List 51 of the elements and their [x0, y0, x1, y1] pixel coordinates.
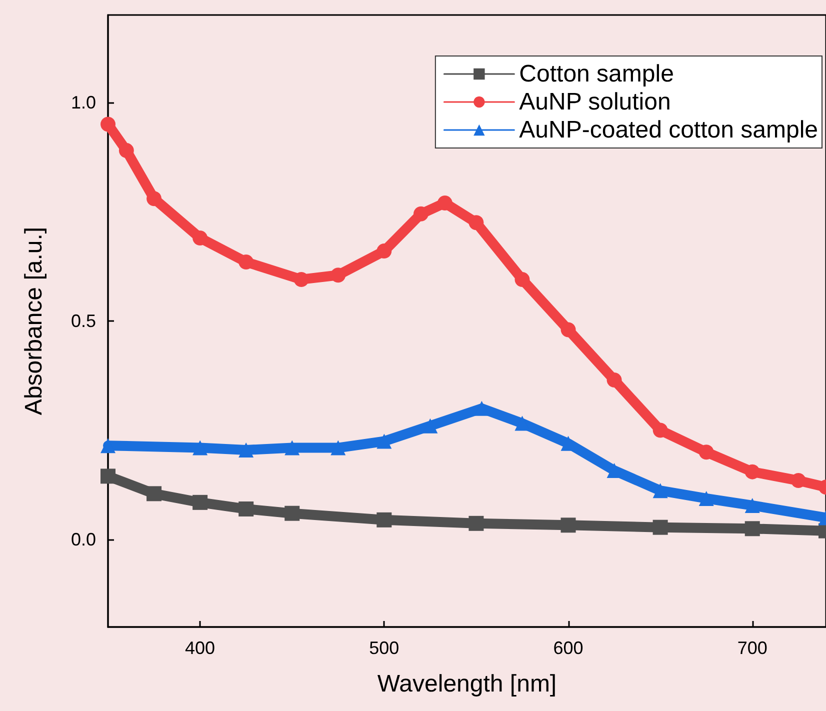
point: [744, 464, 760, 480]
point: [744, 521, 760, 536]
x-axis-title: Wavelength [nm]: [377, 670, 557, 698]
point: [652, 422, 668, 438]
y-axis-title: Absorbance [a.u.]: [20, 226, 48, 416]
point: [146, 191, 162, 206]
y-tick-label: 1.0: [70, 92, 96, 112]
point: [238, 442, 254, 458]
x-tick-label: 400: [185, 638, 216, 658]
x-tick-label: 600: [553, 638, 584, 658]
point: [560, 322, 576, 338]
point: [118, 143, 134, 158]
point: [284, 506, 300, 521]
legend-label: Cotton sample: [519, 60, 674, 88]
legend-label: AuNP-coated cotton sample: [519, 116, 818, 144]
point: [294, 272, 309, 287]
point: [652, 520, 668, 535]
x-tick-label: 500: [369, 638, 400, 658]
point: [652, 483, 668, 498]
point: [100, 116, 116, 132]
legend-label: AuNP solution: [519, 88, 671, 116]
point: [560, 518, 576, 533]
point: [413, 206, 428, 222]
point: [698, 490, 714, 506]
point: [330, 440, 346, 456]
point: [606, 372, 622, 388]
point: [238, 254, 254, 270]
point: [790, 473, 806, 488]
point: [284, 440, 300, 456]
point: [474, 400, 490, 416]
point: [376, 434, 392, 449]
point: [100, 468, 116, 484]
point: [468, 516, 484, 531]
point: [146, 486, 162, 502]
point: [514, 272, 530, 287]
point: [238, 501, 254, 516]
point: [100, 438, 116, 454]
point: [422, 418, 438, 434]
point: [698, 444, 714, 460]
point: [376, 512, 392, 528]
point: [192, 440, 208, 456]
x-tick-label: 700: [737, 638, 768, 658]
y-tick-label: 0.5: [70, 311, 96, 331]
point: [192, 230, 208, 246]
y-tick-label: 0.0: [70, 530, 96, 550]
point: [330, 268, 346, 283]
point: [437, 195, 452, 210]
point: [744, 498, 760, 513]
point: [192, 494, 208, 510]
point: [468, 215, 484, 230]
point: [376, 244, 392, 259]
